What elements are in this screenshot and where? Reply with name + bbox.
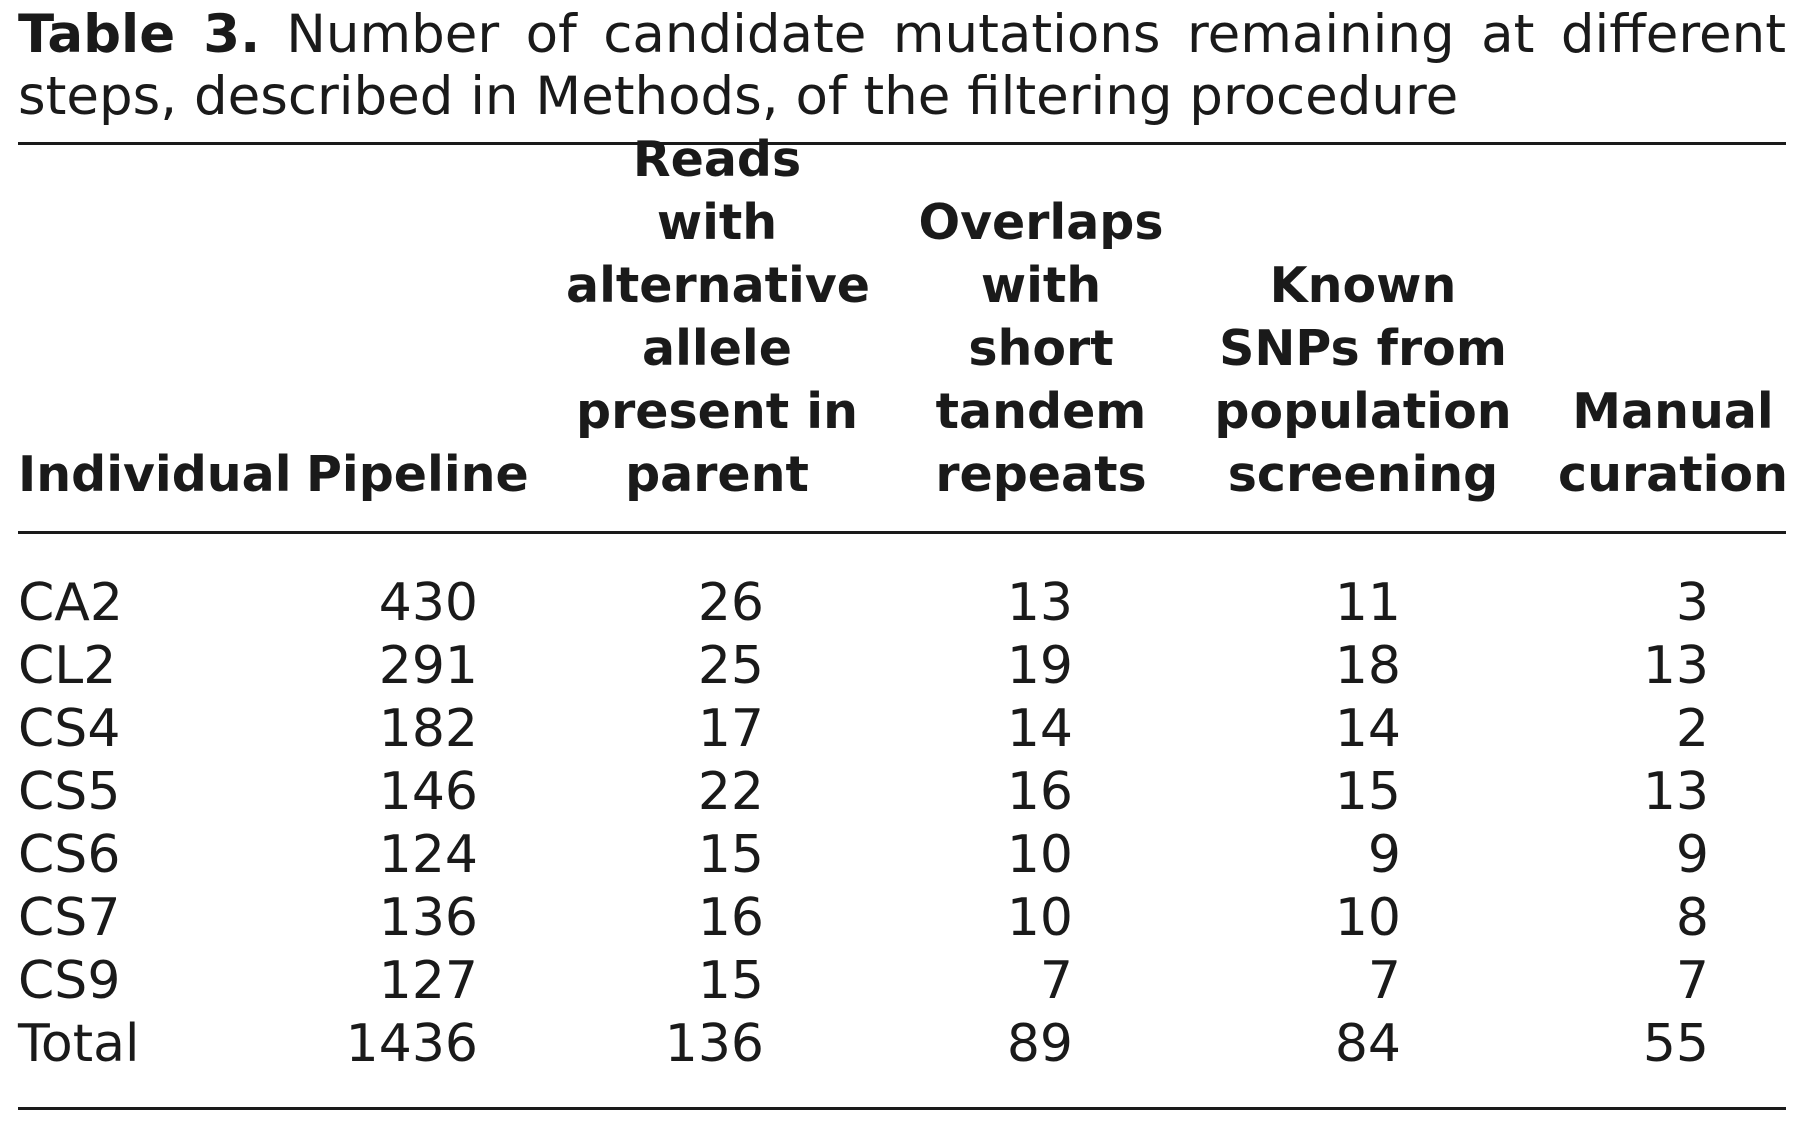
- column-header-manual-curation: Manual curation: [1546, 186, 1800, 506]
- column-header-short-tandem-repeats-label: Overlaps with short tandem repeats: [918, 194, 1164, 503]
- table-row: CS4 182 17 14 14 2: [0, 698, 1800, 761]
- column-header-reads-alt-allele: Reads with alternative allele present in…: [566, 131, 870, 506]
- cell-individual: CS4: [18, 699, 121, 759]
- table-row: CS7 136 16 10 10 8: [0, 887, 1800, 950]
- cell-individual: Total: [18, 1014, 140, 1074]
- cell-manual-curation: 13: [1642, 636, 1709, 696]
- cell-manual-curation: 9: [1675, 825, 1709, 885]
- top-rule: [18, 142, 1786, 145]
- table-row: CS9 127 15 7 7 7: [0, 950, 1800, 1013]
- cell-known-snps: 15: [1334, 762, 1401, 822]
- cell-short-tandem-repeats: 7: [1039, 951, 1073, 1011]
- cell-known-snps: 9: [1367, 825, 1401, 885]
- cell-pipeline: 430: [378, 573, 478, 633]
- cell-reads-alt-allele: 16: [697, 888, 764, 948]
- table-row: CS5 146 22 16 15 13: [0, 761, 1800, 824]
- cell-known-snps: 11: [1334, 573, 1401, 633]
- table-caption-text: Number of candidate mutations remaining …: [18, 4, 1786, 127]
- cell-pipeline: 136: [378, 888, 478, 948]
- cell-manual-curation: 3: [1675, 573, 1709, 633]
- cell-known-snps: 7: [1367, 951, 1401, 1011]
- cell-reads-alt-allele: 26: [697, 573, 764, 633]
- cell-short-tandem-repeats: 14: [1006, 699, 1073, 759]
- cell-known-snps: 14: [1334, 699, 1401, 759]
- cell-pipeline: 182: [378, 699, 478, 759]
- cell-individual: CS9: [18, 951, 121, 1011]
- bottom-rule: [18, 1107, 1786, 1110]
- table-caption-label: Table 3.: [18, 4, 261, 65]
- column-header-short-tandem-repeats: Overlaps with short tandem repeats: [910, 186, 1172, 506]
- table-row: CS6 124 15 10 9 9: [0, 824, 1800, 887]
- column-header-individual: Individual: [18, 186, 292, 506]
- column-header-individual-label: Individual: [18, 446, 292, 503]
- column-header-pipeline: Pipeline: [306, 186, 529, 506]
- cell-short-tandem-repeats: 19: [1006, 636, 1073, 696]
- table-row: CA2 430 26 13 11 3: [0, 572, 1800, 635]
- table-row: CL2 291 25 19 18 13: [0, 635, 1800, 698]
- cell-manual-curation: 13: [1642, 762, 1709, 822]
- cell-short-tandem-repeats: 10: [1006, 888, 1073, 948]
- cell-pipeline: 146: [378, 762, 478, 822]
- cell-pipeline: 291: [378, 636, 478, 696]
- cell-reads-alt-allele: 25: [697, 636, 764, 696]
- cell-pipeline: 127: [378, 951, 478, 1011]
- cell-reads-alt-allele: 15: [697, 951, 764, 1011]
- cell-manual-curation: 8: [1675, 888, 1709, 948]
- cell-known-snps: 84: [1334, 1014, 1401, 1074]
- cell-reads-alt-allele: 15: [697, 825, 764, 885]
- cell-individual: CL2: [18, 636, 117, 696]
- cell-reads-alt-allele: 22: [697, 762, 764, 822]
- cell-manual-curation: 7: [1675, 951, 1709, 1011]
- column-header-manual-curation-label: Manual curation: [1558, 383, 1788, 503]
- cell-pipeline: 1436: [345, 1014, 478, 1074]
- cell-manual-curation: 2: [1675, 699, 1709, 759]
- cell-individual: CS5: [18, 762, 121, 822]
- table-body: CA2 430 26 13 11 3 CL2 291 25 19 18 13 C…: [0, 572, 1800, 1076]
- cell-reads-alt-allele: 136: [664, 1014, 764, 1074]
- column-header-known-snps: Known SNPs from population screening: [1212, 186, 1514, 506]
- cell-known-snps: 18: [1334, 636, 1401, 696]
- table-row-total: Total 1436 136 89 84 55: [0, 1013, 1800, 1076]
- cell-manual-curation: 55: [1642, 1014, 1709, 1074]
- cell-known-snps: 10: [1334, 888, 1401, 948]
- cell-individual: CS6: [18, 825, 121, 885]
- column-header-pipeline-label: Pipeline: [306, 446, 529, 503]
- cell-short-tandem-repeats: 13: [1006, 573, 1073, 633]
- cell-individual: CA2: [18, 573, 123, 633]
- column-header-reads-alt-allele-label: Reads with alternative allele present in…: [566, 131, 871, 503]
- cell-short-tandem-repeats: 10: [1006, 825, 1073, 885]
- column-header-known-snps-label: Known SNPs from population screening: [1214, 257, 1512, 503]
- table-caption: Table 3. Number of candidate mutations re…: [18, 4, 1786, 128]
- cell-reads-alt-allele: 17: [697, 699, 764, 759]
- cell-short-tandem-repeats: 16: [1006, 762, 1073, 822]
- cell-pipeline: 124: [378, 825, 478, 885]
- cell-short-tandem-repeats: 89: [1006, 1014, 1073, 1074]
- header-rule: [18, 531, 1786, 534]
- cell-individual: CS7: [18, 888, 121, 948]
